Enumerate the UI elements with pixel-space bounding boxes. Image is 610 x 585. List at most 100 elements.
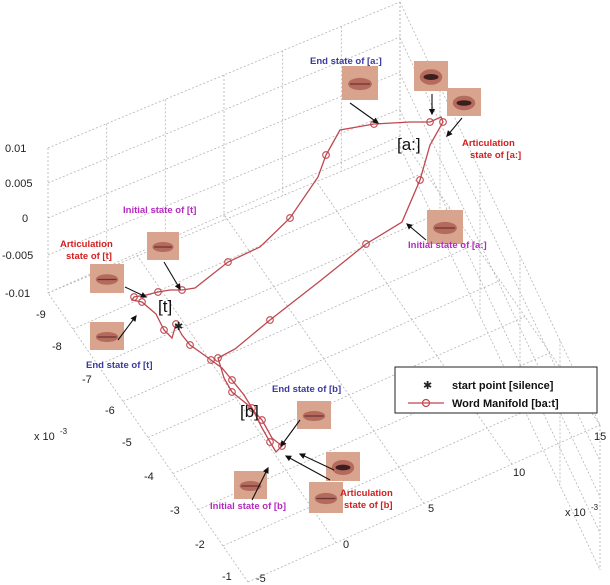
- arrow-head: [174, 283, 181, 291]
- phoneme-label-b: [b]: [240, 402, 259, 421]
- z-axis-ticks: 0.01 0.005 0 -0.005 -0.01: [2, 143, 33, 300]
- lip-image: [90, 264, 124, 293]
- grid-line: [47, 36, 401, 184]
- exponent-label-bottom: x 10 -3: [565, 503, 599, 519]
- trajectory-point: [362, 240, 370, 248]
- trajectory-point: [172, 320, 180, 328]
- annotation-articulation-a: Articulation state of [a:]: [462, 138, 521, 161]
- trajectory-point: [138, 298, 146, 306]
- arrow-head: [140, 292, 148, 298]
- svg-text:-3: -3: [591, 503, 599, 512]
- mouth-opening: [423, 74, 439, 80]
- annotation-arrows: [117, 94, 463, 501]
- left-tick-label: -5: [122, 437, 132, 449]
- trajectory-point: [207, 356, 215, 364]
- trajectory-point: [224, 258, 232, 266]
- z-tick-label: -0.01: [5, 288, 30, 300]
- left-tick-label: -8: [52, 341, 62, 353]
- bottom-axis-ticks: -5 0 5 10 15: [256, 431, 606, 585]
- left-tick-label: -9: [36, 309, 46, 321]
- trajectory-markers: [130, 118, 447, 450]
- arrow-head: [280, 440, 287, 448]
- annotation-arrow: [299, 453, 335, 471]
- left-tick-label: -2: [195, 539, 205, 551]
- annotation-articulation-t: Articulation state of [t]: [60, 239, 113, 262]
- annotation-arrow: [163, 261, 181, 290]
- grid-line: [122, 244, 476, 402]
- bottom-tick-label: 5: [428, 503, 434, 515]
- trajectory-point: [416, 176, 424, 184]
- trajectory-point: [286, 214, 294, 222]
- trajectory-point: [160, 326, 168, 334]
- lip-image: [90, 322, 124, 350]
- arrow-head: [406, 223, 413, 230]
- grid-line: [135, 253, 337, 543]
- legend-circle-marker: [421, 398, 431, 408]
- arrow-head: [446, 130, 453, 137]
- grid-line: [47, 108, 401, 256]
- grid-line: [147, 280, 501, 438]
- trajectory-point: [228, 376, 236, 384]
- trajectory-point: [426, 118, 434, 126]
- svg-text:-3: -3: [60, 427, 68, 436]
- lip-image: [447, 88, 481, 116]
- lip-image: [414, 61, 448, 91]
- z-tick-label: 0.01: [5, 143, 26, 155]
- phoneme-label-t: [t]: [158, 297, 172, 316]
- bottom-tick-label: 10: [513, 467, 525, 479]
- svg-text:x 10: x 10: [565, 507, 586, 519]
- trajectory-point: [322, 151, 330, 159]
- trajectory-point: [214, 354, 222, 362]
- annotation-end-a: End state of [a:]: [310, 56, 382, 67]
- phoneme-label-a: [a:]: [397, 135, 421, 154]
- legend: ✱ start point [silence] Word Manifold [b…: [394, 366, 598, 414]
- bottom-tick-label: 0: [343, 539, 349, 551]
- grid-line: [172, 316, 526, 474]
- lip-image: [326, 452, 360, 481]
- grid-line: [222, 388, 576, 547]
- trajectory-line: [130, 116, 444, 454]
- grid-line: [97, 207, 451, 366]
- annotations: End state of [a:] Articulation state of […: [60, 56, 521, 512]
- trajectory-point: [258, 416, 266, 424]
- grid-line: [223, 214, 425, 504]
- annotation-arrow: [349, 102, 379, 124]
- trajectory-point: [266, 316, 274, 324]
- trajectory-point: [154, 288, 162, 296]
- arrow-head: [284, 455, 292, 462]
- grid-line: [399, 109, 601, 534]
- z-tick-label: 0.005: [5, 178, 33, 190]
- legend-entry-manifold: Word Manifold [ba:t]: [452, 398, 559, 410]
- trajectory-point: [266, 438, 274, 446]
- annotation-arrow: [251, 467, 269, 501]
- annotation-initial-t: Initial state of [t]: [123, 205, 196, 216]
- annotation-end-b: End state of [b]: [272, 384, 341, 395]
- trajectory-point: [439, 118, 447, 126]
- left-tick-label: -6: [105, 405, 115, 417]
- svg-text:x 10: x 10: [34, 431, 55, 443]
- arrow-head: [428, 108, 436, 116]
- mouth-opening: [335, 464, 351, 471]
- lip-image: [234, 471, 267, 499]
- mouth-opening: [456, 100, 472, 106]
- lip-image: [342, 66, 378, 100]
- lip-image: [427, 210, 463, 244]
- grid-line: [399, 135, 601, 426]
- annotation-end-t: End state of [t]: [86, 360, 153, 371]
- lip-image: [309, 482, 343, 513]
- annotation-arrow: [280, 419, 301, 447]
- left-tick-label: -7: [82, 374, 92, 386]
- trajectory-point: [130, 293, 138, 301]
- annotation-initial-a: Initial state of [a:]: [408, 240, 487, 251]
- annotation-initial-b: Initial state of [b]: [210, 501, 286, 512]
- annotation-articulation-b: Articulation state of [b]: [340, 488, 393, 511]
- bottom-tick-label: -5: [256, 573, 266, 585]
- left-tick-label: -4: [144, 471, 154, 483]
- left-axis-ticks: -9 -8 -7 -6 -5 -4 -3 -2 -1: [36, 309, 232, 583]
- arrow-head: [298, 453, 306, 459]
- legend-entry-start: start point [silence]: [452, 380, 554, 392]
- grid-line: [72, 171, 426, 330]
- trajectory-point: [178, 286, 186, 294]
- trajectory-point: [248, 404, 256, 412]
